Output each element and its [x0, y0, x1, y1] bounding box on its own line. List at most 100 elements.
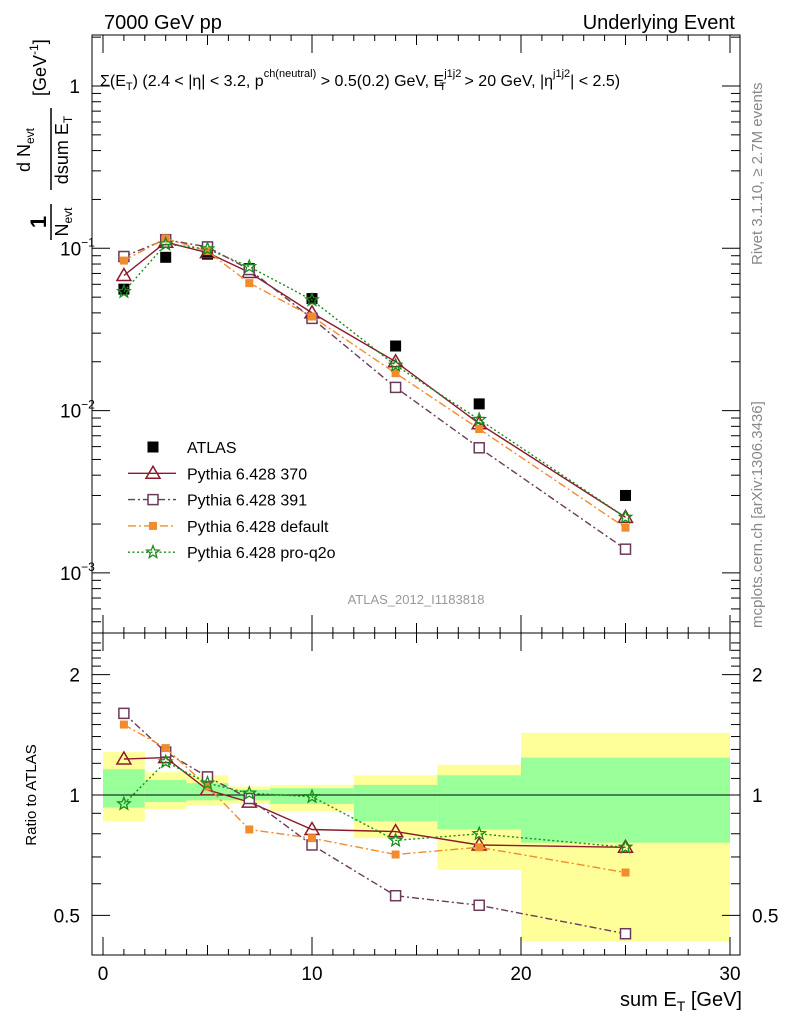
band-green: [103, 769, 145, 808]
ratio-point: [118, 707, 130, 720]
y-tick-label: 10−1: [60, 235, 95, 260]
svg-text:d Nevt: d Nevt: [14, 127, 37, 172]
data-point: [390, 340, 402, 352]
series-line: [123, 238, 626, 550]
data-point: [306, 293, 318, 305]
header-left: 7000 GeV pp: [104, 12, 222, 34]
header-right: Underlying Event: [583, 12, 736, 34]
ratio-point: [473, 899, 485, 912]
legend-label: ATLAS: [187, 440, 237, 457]
series-pythia-6-428-default: [119, 234, 630, 532]
series-line: [123, 243, 626, 518]
ratio-point: [389, 889, 402, 902]
ratio-series-line: [123, 723, 626, 874]
svg-text:dsum ET: dsum ET: [52, 115, 75, 184]
legend-marker: [147, 493, 159, 506]
ratio-series-layer: [115, 707, 634, 940]
x-tick-label: 10: [301, 964, 322, 985]
mcplots-label: mcplots.cern.ch [arXiv:1306.3436]: [749, 401, 766, 628]
ratio-point: [304, 788, 320, 804]
band-green: [521, 757, 730, 843]
ratio-y-tick-label-right: 0.5: [752, 906, 778, 927]
legend-marker: [144, 464, 162, 480]
ratio-y-tick-label-left: 0.5: [54, 906, 80, 927]
ratio-point: [119, 720, 128, 729]
ratio-point: [161, 744, 170, 753]
svg-text:Nevt: Nevt: [52, 207, 75, 237]
ratio-series-line: [123, 761, 626, 848]
ratio-point: [303, 820, 321, 836]
legend-label: Pythia 6.428 370: [187, 466, 307, 483]
legend-marker: [145, 543, 161, 559]
band-green: [353, 784, 438, 822]
svg-text:1: 1: [26, 216, 51, 228]
legend-item: Pythia 6.428 370: [128, 464, 307, 483]
ratio-point: [475, 843, 484, 852]
data-point: [157, 235, 174, 251]
ratio-point: [241, 784, 258, 800]
x-tick-label: 20: [510, 964, 531, 985]
ratio-point: [619, 927, 632, 940]
ratio-point: [116, 795, 132, 811]
ratio-uncertainty-bands: [103, 732, 730, 942]
data-point: [115, 266, 133, 282]
data-point: [387, 357, 404, 373]
legend-item: ATLAS: [147, 440, 237, 457]
legend-item: Pythia 6.428 default: [128, 519, 329, 536]
ratio-point: [157, 753, 174, 769]
data-point: [471, 411, 488, 427]
series-line: [123, 237, 626, 529]
series-pythia-6-428-pro-q2o: [115, 235, 634, 525]
ratio-point: [199, 774, 216, 790]
ratio-point: [471, 825, 488, 841]
legend-item: Pythia 6.428 391: [128, 493, 307, 510]
data-point: [389, 381, 402, 394]
data-point: [308, 312, 316, 321]
selection-label: Σ(ET) (2.4 < |η| < 3.2, pch(neutral) > 0…: [100, 68, 620, 93]
ratio-series-line: [123, 712, 626, 935]
band-green: [186, 783, 229, 801]
band-green: [144, 780, 187, 803]
legend-marker: [149, 521, 157, 530]
y-tick-label: 1: [69, 77, 80, 98]
ratio-point: [617, 838, 634, 855]
ratio-point: [387, 823, 404, 838]
main-series-layer: [115, 233, 634, 555]
data-point: [617, 508, 634, 525]
main-y-axis-label: 1 Nevt d Nevt dsum ET [GeV-1]: [14, 39, 75, 240]
ratio-point: [115, 750, 133, 765]
data-point: [241, 258, 258, 274]
legend: ATLAS Pythia 6.428 370 Pythia 6.428 391 Pyt…: [128, 440, 336, 562]
rivet-label: Rivet 3.1.10, ≥ 2.7M events: [749, 83, 766, 266]
y-tick-label: 10−3: [60, 560, 95, 585]
ratio-y-axis-label: Ratio to ATLAS: [23, 744, 40, 845]
ratio-point: [391, 850, 400, 859]
legend-label: Pythia 6.428 default: [187, 519, 329, 536]
ratio-point: [245, 825, 254, 834]
data-point: [387, 353, 404, 368]
ratio-y-tick-label-right: 2: [752, 666, 763, 687]
data-point: [391, 369, 400, 378]
data-point: [473, 442, 485, 454]
y-tick-label: 10−2: [60, 398, 95, 423]
ratio-y-tick-label-left: 2: [69, 666, 80, 687]
axis-ticks: 0 10 20 30 10−3 10−2 10−1 1 0.5 0.5 1 1 2 2: [54, 35, 778, 985]
band-green: [437, 775, 521, 830]
analysis-id: ATLAS_2012_I1183818: [348, 592, 485, 607]
ratio-y-tick-label-right: 1: [752, 786, 763, 807]
svg-text:[GeV-1]: [GeV-1]: [27, 39, 50, 96]
data-point: [475, 425, 484, 434]
series-line: [123, 241, 626, 518]
data-point: [620, 489, 631, 501]
data-point: [473, 398, 485, 410]
data-point: [115, 283, 132, 299]
data-point: [621, 523, 630, 532]
x-tick-label: 30: [719, 964, 740, 985]
ratio-point: [621, 868, 630, 877]
data-point: [118, 283, 130, 295]
legend-item: Pythia 6.428 pro-q2o: [128, 543, 336, 562]
ratio-point: [387, 832, 404, 848]
data-point: [160, 251, 172, 263]
data-point: [199, 240, 216, 256]
